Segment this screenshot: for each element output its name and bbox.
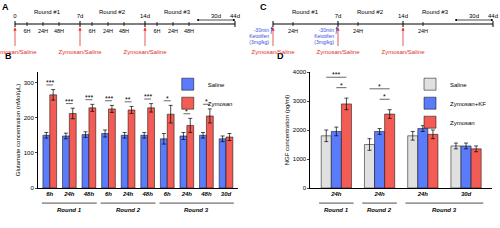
svg-text:Zymosan/Saline: Zymosan/Saline — [0, 49, 37, 55]
svg-text:24h: 24h — [417, 191, 429, 197]
svg-text:*: * — [383, 93, 386, 100]
svg-text:Glutamate concentration (nMol/: Glutamate concentration (nMol/μL) — [15, 84, 21, 177]
svg-text:***: *** — [105, 95, 113, 102]
svg-text:0: 0 — [13, 13, 17, 19]
svg-text:***: *** — [65, 98, 73, 105]
svg-text:Round 2: Round 2 — [116, 207, 141, 213]
svg-text:Zymosan: Zymosan — [450, 120, 475, 126]
svg-text:48h: 48h — [200, 191, 212, 197]
svg-text:Round 3: Round 3 — [432, 207, 457, 213]
svg-text:24h: 24h — [330, 191, 342, 197]
svg-text:A: A — [2, 2, 9, 12]
svg-text:24H: 24H — [38, 28, 48, 34]
svg-text:***: *** — [332, 71, 340, 78]
svg-text:6h: 6h — [46, 191, 53, 197]
svg-text:*: * — [166, 95, 169, 102]
svg-text:44d: 44d — [488, 13, 498, 19]
svg-text:Saline: Saline — [450, 82, 467, 88]
svg-text:30d: 30d — [211, 13, 221, 19]
svg-text:(3mg/kg): (3mg/kg) — [249, 39, 269, 45]
svg-text:300: 300 — [24, 80, 35, 86]
svg-text:Ketotifen: Ketotifen — [249, 33, 269, 39]
svg-text:48h: 48h — [141, 191, 153, 197]
svg-text:D: D — [277, 51, 284, 61]
svg-text:24H: 24H — [103, 28, 113, 34]
svg-text:*: * — [340, 82, 343, 89]
svg-text:Saline: Saline — [208, 82, 225, 88]
svg-text:Round 1: Round 1 — [57, 207, 82, 213]
svg-text:0: 0 — [303, 185, 307, 191]
svg-text:14d: 14d — [398, 13, 408, 19]
svg-text:Round #2: Round #2 — [357, 9, 384, 15]
svg-text:6H: 6H — [23, 28, 30, 34]
svg-text:6h: 6h — [105, 191, 112, 197]
svg-text:***: *** — [85, 94, 93, 101]
svg-text:48H: 48H — [54, 28, 64, 34]
svg-text:Round 2: Round 2 — [367, 207, 392, 213]
svg-text:NGF concentration (pg/ml): NGF concentration (pg/ml) — [284, 95, 290, 166]
svg-text:Zymosan/Saline: Zymosan/Saline — [316, 49, 360, 55]
svg-text:44d: 44d — [230, 13, 240, 19]
svg-text:Round #3: Round #3 — [164, 9, 191, 15]
svg-text:100: 100 — [24, 150, 35, 156]
svg-text:C: C — [260, 2, 267, 12]
svg-text:0: 0 — [30, 185, 34, 191]
svg-text:30d: 30d — [461, 191, 472, 197]
svg-text:14d: 14d — [140, 13, 150, 19]
svg-text:*: * — [205, 98, 208, 105]
svg-text:**: ** — [125, 96, 131, 103]
svg-text:*: * — [185, 108, 188, 115]
svg-text:24H: 24H — [168, 28, 178, 34]
svg-text:1000: 1000 — [293, 156, 307, 162]
svg-text:6h: 6h — [164, 191, 171, 197]
svg-text:30d: 30d — [221, 191, 232, 197]
svg-text:Zymosan: Zymosan — [208, 101, 233, 107]
svg-text:Zymosan/Saline: Zymosan/Saline — [58, 49, 102, 55]
svg-text:Zymosan/Saline: Zymosan/Saline — [251, 49, 295, 55]
svg-text:48H: 48H — [184, 28, 194, 34]
svg-text:200: 200 — [24, 115, 35, 121]
svg-text:24H: 24H — [353, 28, 363, 34]
svg-text:30d: 30d — [469, 13, 479, 19]
svg-text:Round #1: Round #1 — [34, 9, 61, 15]
svg-text:7d: 7d — [77, 13, 84, 19]
svg-text:2000: 2000 — [293, 127, 307, 133]
svg-text:B: B — [5, 51, 12, 61]
svg-text:6H: 6H — [153, 28, 160, 34]
svg-text:24h: 24h — [63, 191, 75, 197]
svg-text:7d: 7d — [335, 13, 342, 19]
svg-text:***: *** — [46, 79, 54, 86]
svg-text:-30min: -30min — [253, 27, 269, 33]
svg-text:***: *** — [144, 93, 152, 100]
svg-text:Zymosan/Saline: Zymosan/Saline — [381, 49, 425, 55]
svg-text:*: * — [378, 83, 381, 90]
svg-text:24h: 24h — [122, 191, 134, 197]
svg-text:Round 1: Round 1 — [324, 207, 349, 213]
svg-text:(3mg/kg): (3mg/kg) — [314, 39, 334, 45]
svg-text:Zymosan+KF: Zymosan+KF — [450, 101, 486, 107]
svg-text:24H: 24H — [418, 28, 428, 34]
svg-text:Ketotifen: Ketotifen — [314, 33, 334, 39]
svg-text:48H: 48H — [119, 28, 129, 34]
svg-text:24h: 24h — [373, 191, 385, 197]
svg-text:Round #3: Round #3 — [422, 9, 449, 15]
svg-text:Zymosan/Saline: Zymosan/Saline — [123, 49, 167, 55]
svg-text:-30min: -30min — [318, 27, 334, 33]
svg-text:3000: 3000 — [293, 98, 307, 104]
svg-text:Round #2: Round #2 — [99, 9, 126, 15]
svg-text:4000: 4000 — [293, 69, 307, 75]
svg-text:24h: 24h — [181, 191, 193, 197]
svg-text:48h: 48h — [83, 191, 95, 197]
svg-text:Round 3: Round 3 — [184, 207, 209, 213]
svg-text:Round #1: Round #1 — [292, 9, 319, 15]
svg-text:24H: 24H — [288, 28, 298, 34]
svg-text:6H: 6H — [88, 28, 95, 34]
